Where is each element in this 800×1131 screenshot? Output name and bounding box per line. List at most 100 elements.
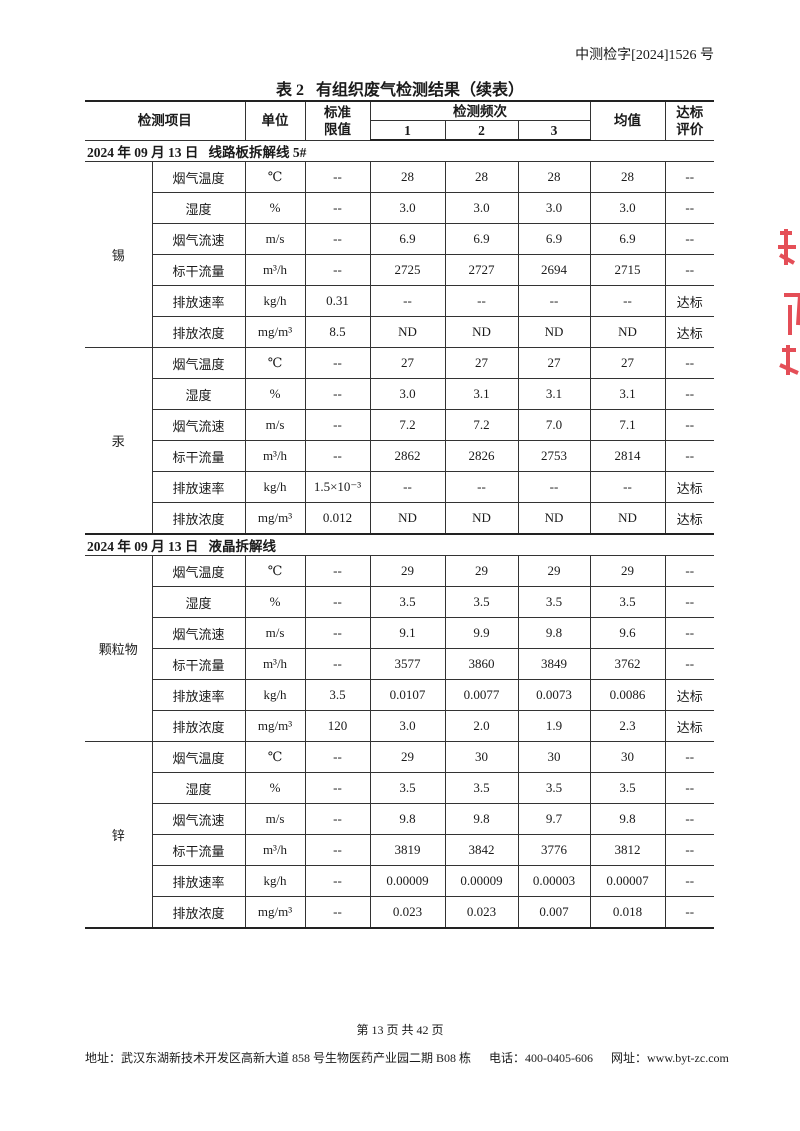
- cell-parameter: 湿度: [152, 586, 246, 618]
- cell-unit: kg/h: [244, 471, 306, 503]
- cell-limit: 1.5×10⁻³: [304, 471, 371, 503]
- cell-run-1: 6.9: [369, 223, 446, 255]
- cell-evaluation: --: [664, 347, 715, 379]
- cell-mean: 3762: [589, 648, 666, 680]
- cell-run-2: --: [444, 471, 519, 503]
- cell-parameter: 烟气温度: [151, 741, 246, 773]
- cell-limit: --: [304, 617, 371, 649]
- cell-run-1: 3.0: [369, 192, 446, 224]
- cell-evaluation: --: [664, 741, 715, 773]
- cell-limit: --: [304, 440, 371, 472]
- cell-evaluation: --: [664, 772, 715, 804]
- section-label: 2024 年 09 月 13 日 液晶拆解线: [85, 533, 715, 556]
- cell-run-2: 28: [444, 161, 519, 193]
- cell-mean: 7.1: [589, 409, 666, 441]
- cell-unit: mg/m³: [244, 896, 306, 929]
- cell-run-3: 3.5: [517, 586, 591, 618]
- cell-mean: 28: [589, 161, 666, 193]
- cell-run-1: 7.2: [369, 409, 446, 441]
- header-run-3: 3: [517, 120, 591, 141]
- cell-run-3: 0.0073: [517, 679, 591, 711]
- cell-unit: m/s: [244, 409, 306, 441]
- cell-run-2: ND: [444, 502, 519, 535]
- cell-run-1: 27: [369, 347, 446, 379]
- header-run-1: 1: [370, 120, 446, 141]
- cell-limit: --: [304, 772, 371, 804]
- cell-run-2: 3860: [444, 648, 519, 680]
- cell-run-3: 9.8: [517, 617, 591, 649]
- cell-limit: 3.5: [304, 679, 371, 711]
- cell-evaluation: 达标: [664, 316, 715, 348]
- cell-mean: 9.8: [589, 803, 666, 835]
- cell-parameter: 排放速率: [152, 679, 246, 711]
- cell-unit: m/s: [244, 617, 306, 649]
- cell-parameter: 烟气温度: [151, 555, 246, 587]
- table-row: 排放浓度 mg/m³ 8.5 ND ND ND ND 达标: [85, 316, 715, 348]
- cell-run-3: 3.5: [517, 772, 591, 804]
- table-row: 湿度% -- 3.5 3.5 3.5 3.5 --: [85, 586, 715, 618]
- cell-unit: %: [244, 192, 306, 224]
- cell-parameter: 排放浓度: [152, 896, 246, 929]
- cell-run-1: 3.0: [369, 710, 446, 742]
- cell-run-2: 30: [444, 741, 519, 773]
- cell-run-3: ND: [517, 316, 591, 348]
- table-title: 表 2 有组织废气检测结果（续表）: [275, 82, 524, 99]
- cell-evaluation: 达标: [664, 502, 715, 535]
- cell-unit: m³/h: [244, 440, 306, 472]
- cell-evaluation: --: [664, 865, 715, 897]
- cell-run-1: 2725: [369, 254, 446, 286]
- cell-unit: kg/h: [244, 865, 306, 897]
- cell-run-3: 27: [517, 347, 591, 379]
- cell-unit: %: [244, 586, 306, 618]
- cell-run-3: 3.0: [517, 192, 591, 224]
- cell-limit: 0.31: [304, 285, 371, 317]
- cell-run-2: 2826: [444, 440, 519, 472]
- cell-run-1: 29: [369, 555, 446, 587]
- table-row: 标干流量 m³/h -- 3819 3842 3776 3812 --: [85, 834, 715, 866]
- table-row: 烟气流速 m/s -- 7.2 7.2 7.0 7.1 --: [85, 409, 715, 441]
- cell-mean: 2814: [589, 440, 666, 472]
- cell-mean: --: [589, 285, 666, 317]
- cell-evaluation: --: [664, 440, 715, 472]
- cell-mean: 0.00007: [589, 865, 666, 897]
- pollutant-name: 汞: [85, 347, 153, 535]
- cell-unit: ℃: [244, 347, 306, 379]
- cell-run-3: 3776: [517, 834, 591, 866]
- table-row: 排放浓度 mg/m³ 0.012 ND ND ND ND 达标: [85, 502, 715, 535]
- cell-limit: --: [304, 254, 371, 286]
- cell-evaluation: --: [664, 223, 715, 255]
- cell-run-1: 0.00009: [369, 865, 446, 897]
- section-row: 2024 年 09 月 13 日 液晶拆解线: [85, 533, 715, 556]
- results-table: 检测项目 单位 标准 限值 检测频次 均值 达标 评价 1 2 3 2024 年…: [85, 100, 715, 929]
- cell-mean: 3.5: [589, 586, 666, 618]
- cell-mean: 2.3: [589, 710, 666, 742]
- cell-run-2: 0.023: [444, 896, 519, 929]
- pollutant-name: 锌: [85, 741, 153, 929]
- cell-run-1: 3577: [369, 648, 446, 680]
- cell-run-2: 9.9: [444, 617, 519, 649]
- header-evaluation: 达标 评价: [664, 100, 715, 141]
- cell-run-2: 0.00009: [444, 865, 519, 897]
- cell-evaluation: --: [664, 192, 715, 224]
- table-row: 锌烟气温度 ℃ -- 29 30 30 30 --: [85, 741, 715, 929]
- cell-parameter: 烟气流速: [152, 617, 246, 649]
- cell-evaluation: 达标: [664, 710, 715, 742]
- page-number: 第 13 页 共 42 页: [356, 1023, 444, 1037]
- table-row: 排放速率 kg/h -- 0.00009 0.00009 0.00003 0.00007 --: [85, 865, 715, 897]
- cell-run-1: 3.5: [369, 586, 446, 618]
- cell-unit: %: [244, 772, 306, 804]
- table-row: 排放速率 kg/h 0.31 -- -- -- -- 达标: [85, 285, 715, 317]
- table-row: 排放速率 kg/h 3.5 0.0107 0.0077 0.0073 0.0086 达标: [85, 679, 715, 711]
- cell-run-2: 6.9: [444, 223, 519, 255]
- cell-run-3: 30: [517, 741, 591, 773]
- cell-limit: --: [304, 409, 371, 441]
- cell-run-2: 3.1: [444, 378, 519, 410]
- cell-mean: 9.6: [589, 617, 666, 649]
- cell-limit: --: [304, 741, 371, 773]
- cell-parameter: 排放浓度: [152, 316, 246, 348]
- cell-parameter: 烟气流速: [152, 803, 246, 835]
- header-unit: 单位: [244, 100, 306, 141]
- section-row: 2024 年 09 月 13 日 线路板拆解线 5#: [85, 139, 715, 162]
- table-row: 汞烟气温度 ℃ -- 27 27 27 27 --: [85, 347, 715, 535]
- cell-mean: ND: [589, 502, 666, 535]
